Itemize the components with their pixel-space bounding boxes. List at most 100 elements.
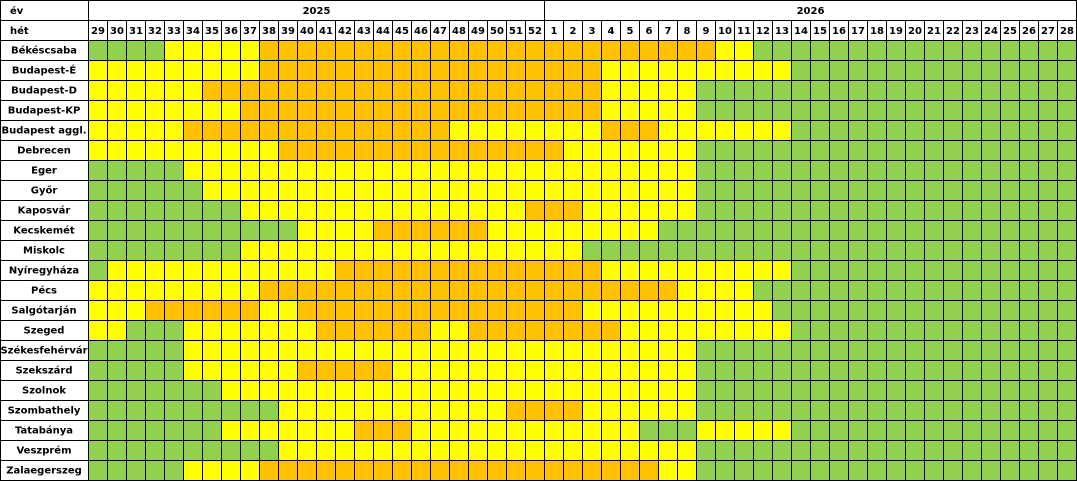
cell	[905, 320, 925, 341]
cell	[525, 180, 545, 201]
cell	[886, 440, 906, 461]
cell	[563, 280, 583, 301]
cell	[335, 440, 355, 461]
cell	[829, 80, 849, 101]
cell	[88, 40, 108, 61]
cell	[886, 60, 906, 81]
cell	[601, 400, 621, 421]
cell	[715, 200, 735, 221]
cell	[981, 300, 1001, 321]
cell	[848, 380, 868, 401]
cell	[829, 160, 849, 181]
cell	[734, 280, 754, 301]
cell	[164, 200, 184, 221]
cell	[848, 340, 868, 361]
cell	[981, 420, 1001, 441]
cell	[107, 320, 127, 341]
cell	[696, 360, 716, 381]
cell	[829, 240, 849, 261]
cell	[867, 40, 887, 61]
cell	[335, 160, 355, 181]
week: 30	[110, 26, 124, 37]
cell	[696, 120, 716, 141]
cell	[297, 100, 317, 121]
cell	[221, 300, 241, 321]
cell	[506, 420, 526, 441]
cell	[810, 420, 830, 441]
cell	[677, 180, 697, 201]
cell	[468, 180, 488, 201]
cell	[1000, 400, 1020, 421]
cell	[449, 200, 469, 221]
cell	[430, 180, 450, 201]
cell	[145, 300, 165, 321]
cell	[449, 340, 469, 361]
cell	[962, 200, 982, 221]
cell	[525, 280, 545, 301]
cell	[506, 100, 526, 121]
cell	[582, 180, 602, 201]
cell	[696, 40, 716, 61]
cell	[905, 160, 925, 181]
cell	[449, 140, 469, 161]
cell	[1019, 60, 1039, 81]
cell	[829, 60, 849, 81]
cell	[392, 80, 412, 101]
cell	[563, 340, 583, 361]
cell	[145, 200, 165, 221]
cell	[411, 420, 431, 441]
cell	[88, 220, 108, 241]
cell	[867, 380, 887, 401]
cell	[1038, 180, 1058, 201]
cell	[316, 460, 336, 481]
cell	[354, 120, 374, 141]
cell	[164, 460, 184, 481]
cell	[905, 100, 925, 121]
cell	[164, 420, 184, 441]
cell	[563, 100, 583, 121]
cell	[506, 320, 526, 341]
cell	[373, 220, 393, 241]
cell	[430, 380, 450, 401]
cell	[468, 340, 488, 361]
cell	[715, 340, 735, 361]
cell	[297, 360, 317, 381]
cell	[601, 380, 621, 401]
cell	[1019, 120, 1039, 141]
cell	[715, 40, 735, 61]
cell	[107, 40, 127, 61]
cell	[316, 420, 336, 441]
cell	[1038, 400, 1058, 421]
cell	[525, 360, 545, 381]
cell	[734, 260, 754, 281]
cell	[943, 40, 963, 61]
cell	[278, 300, 298, 321]
cell	[563, 240, 583, 261]
cell	[392, 440, 412, 461]
cell	[392, 460, 412, 481]
cell	[677, 400, 697, 421]
cell	[202, 400, 222, 421]
cell	[981, 40, 1001, 61]
cell	[658, 260, 678, 281]
cell	[582, 200, 602, 221]
cell	[221, 380, 241, 401]
cell	[126, 80, 146, 101]
cell	[183, 340, 203, 361]
cell	[753, 160, 773, 181]
cell	[107, 80, 127, 101]
cell	[544, 460, 564, 481]
cell	[259, 400, 279, 421]
cell	[772, 440, 792, 461]
cell	[772, 300, 792, 321]
cell	[601, 160, 621, 181]
cell	[943, 300, 963, 321]
cell	[1019, 440, 1039, 461]
cell	[278, 140, 298, 161]
cell	[620, 400, 640, 421]
cell	[582, 160, 602, 181]
cell	[829, 180, 849, 201]
cell	[601, 220, 621, 241]
row-name: Kecskemét	[13, 225, 75, 237]
cell	[297, 180, 317, 201]
